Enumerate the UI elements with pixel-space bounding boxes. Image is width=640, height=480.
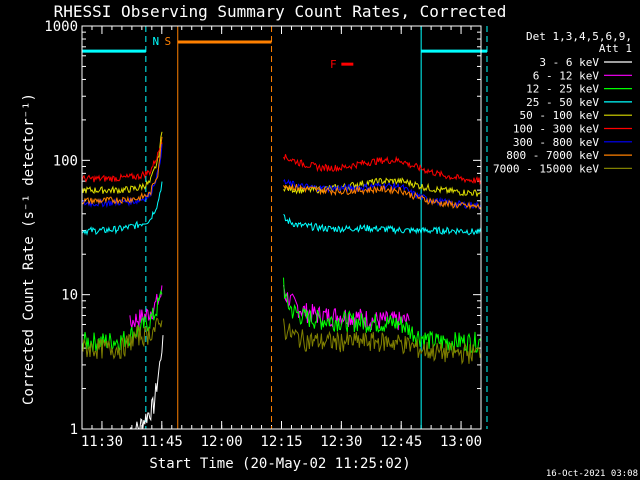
x-axis-label: Start Time (20-May-02 11:25:02)	[149, 456, 410, 472]
legend-label: 7000 - 15000 keV	[493, 162, 599, 175]
y-axis-label: Corrected Count Rate (s⁻¹ detector⁻¹)	[21, 93, 37, 405]
y-tick-label: 100	[53, 153, 78, 169]
x-tick-label: 11:30	[81, 434, 123, 450]
chart-title: RHESSI Observing Summary Count Rates, Co…	[54, 2, 507, 21]
series-line	[81, 144, 163, 209]
series-5	[81, 142, 482, 186]
series-line	[283, 277, 482, 353]
flag-annotation: N	[153, 35, 160, 48]
y-tick-label: 1000	[44, 19, 78, 35]
legend-label: 800 - 7000 keV	[506, 149, 599, 162]
legend-label: 25 - 50 keV	[526, 96, 599, 109]
series-line	[81, 136, 163, 205]
plot-frame	[81, 25, 482, 430]
legend-label: 100 - 300 keV	[513, 123, 599, 136]
series-line	[283, 214, 482, 236]
series-line	[283, 177, 482, 197]
series-3	[81, 181, 482, 236]
series-line	[81, 131, 163, 194]
series-line	[81, 142, 163, 183]
series-line	[283, 183, 482, 210]
legend-header: Det 1,3,4,5,6,9,	[526, 30, 632, 43]
legend-label: 12 - 25 keV	[526, 83, 599, 96]
x-tick-label: 13:00	[440, 434, 482, 450]
legend-header: Att 1	[599, 42, 632, 55]
x-tick-label: 12:45	[380, 434, 422, 450]
x-tick-label: 11:45	[141, 434, 183, 450]
legend-label: 6 - 12 keV	[533, 69, 600, 82]
x-tick-label: 12:30	[320, 434, 362, 450]
series-line	[81, 317, 163, 360]
series-line	[283, 154, 482, 186]
series-7	[81, 136, 482, 210]
flag-annotation: S	[164, 35, 171, 48]
y-tick-label: 1	[70, 422, 78, 438]
x-tick-label: 12:15	[260, 434, 302, 450]
legend-label: 50 - 100 keV	[520, 109, 600, 122]
legend-label: 300 - 800 keV	[513, 136, 599, 149]
series-line	[81, 181, 163, 236]
series-4	[81, 131, 482, 197]
series-line	[283, 318, 482, 365]
legend-label: 3 - 6 keV	[539, 56, 599, 69]
flag-annotation: F	[330, 58, 337, 71]
y-tick-label: 10	[61, 288, 78, 304]
timestamp-footer: 16-Oct-2021 03:08	[546, 469, 638, 479]
x-tick-label: 12:00	[201, 434, 243, 450]
series-8	[81, 317, 482, 365]
